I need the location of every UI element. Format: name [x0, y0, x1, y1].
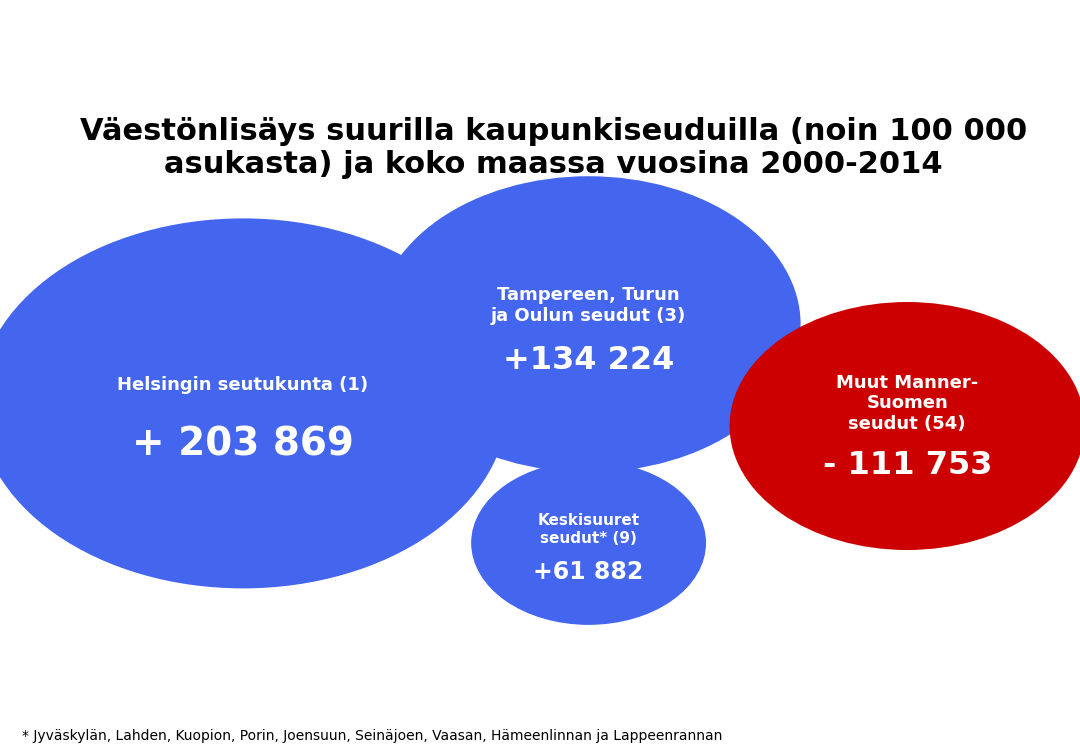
Text: - 111 753: - 111 753 — [823, 449, 991, 481]
Text: * Jyväskylän, Lahden, Kuopion, Porin, Joensuun, Seinäjoen, Vaasan, Hämeenlinnan : * Jyväskylän, Lahden, Kuopion, Porin, Jo… — [22, 728, 721, 743]
Text: Keskisuuret
seudut* (9): Keskisuuret seudut* (9) — [538, 513, 639, 545]
Text: Väestönlisäys suurilla kaupunkiseuduilla (noin 100 000
asukasta) ja koko maassa : Väestönlisäys suurilla kaupunkiseuduilla… — [80, 117, 1027, 179]
Text: + 203 869: + 203 869 — [132, 426, 354, 464]
Text: Helsingin seutukunta (1): Helsingin seutukunta (1) — [118, 375, 368, 394]
Text: Tampereen, Turun
ja Oulun seudut (3): Tampereen, Turun ja Oulun seudut (3) — [491, 286, 686, 325]
Text: +61 882: +61 882 — [534, 559, 644, 584]
Text: +134 224: +134 224 — [503, 345, 674, 376]
Text: Muut Manner-
Suomen
seudut (54): Muut Manner- Suomen seudut (54) — [836, 373, 978, 434]
